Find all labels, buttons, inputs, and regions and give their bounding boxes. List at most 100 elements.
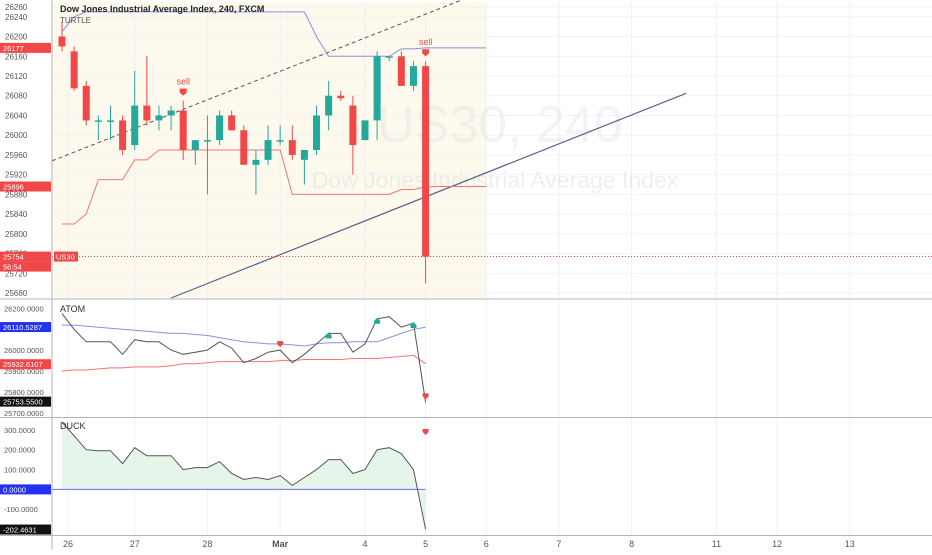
candle-body [240,130,248,165]
candle-body [373,56,381,121]
atom-badge-upper: 26110.5287 [3,323,42,332]
price-tick-label: 26240 [5,13,28,22]
price-tick-label: 25960 [5,151,28,160]
candle-body [385,56,393,58]
duck-badge-last-bg [0,524,51,535]
candle-body [228,115,236,131]
x-tick-label: 7 [556,539,561,549]
candle-body [349,105,357,146]
atom-badge-lower: 25932.6107 [3,360,43,369]
atom-badge-upper-bg [0,322,51,333]
atom-upper-line [62,324,426,347]
candle-body [119,120,127,150]
candle-body [325,95,333,116]
duck-tick-label: 200.0000 [4,446,35,455]
turtle-upper-line [61,11,487,57]
price-badge-lower: 25896 [3,183,24,192]
sell-arrow-icon [179,88,187,96]
candle-body [58,36,66,47]
price-tick-label: 25680 [5,289,28,298]
x-tick-label: 26 [63,539,73,549]
symbol-tag: US30 [56,253,75,262]
atom-up-arrow-icon [325,332,332,339]
candle-body [94,120,102,122]
price-badge-upper: 26177 [3,44,24,53]
price-tick-label: 26000 [5,131,28,140]
candle-body [288,140,296,155]
candle-body [264,140,272,160]
chart-title: Dow Jones Industrial Average Index, 240,… [60,4,264,14]
price-tick-label: 26160 [5,52,28,61]
atom-price-line [61,313,427,403]
candle-body [409,66,417,86]
atom-badge-lower-bg [0,359,51,370]
price-tick-label: 25880 [5,190,28,199]
duck-label: DUCK [60,421,86,431]
candle-body [422,66,430,257]
atom-tick-label: 26000.0000 [4,346,44,355]
duck-fill-area [62,422,426,530]
price-badge-upper-bg [0,42,51,53]
atom-tick-label: 26200.0000 [4,304,44,313]
candle-body [82,85,90,121]
duck-line [61,421,427,530]
price-tick-label: 25800 [5,230,28,239]
candle-body [70,51,78,89]
candle-body [203,140,211,142]
candle-body [313,115,321,150]
duck-tick-label: 100.0000 [4,466,35,475]
price-badge-current-bg [0,251,51,262]
watermark-symbol: US30, 240 [377,96,623,154]
duck-down-arrow-icon [422,429,429,435]
atom-lower-line [61,354,426,372]
atom-up-arrow-icon [374,317,381,324]
duck-badge-last: -202.4631 [3,526,37,535]
candle-body [216,115,224,141]
atom-badge-current-bg [0,396,51,407]
x-tick-label: 12 [772,539,782,549]
price-tick-label: 26200 [5,33,28,42]
price-badge-lower-bg [0,181,51,192]
price-tick-label: 26080 [5,92,28,101]
candle-body [131,105,139,146]
price-tick-label: 26040 [5,111,28,120]
candle-body [167,110,175,116]
sell-arrow-icon [422,49,430,57]
candle-body [397,56,405,86]
candle-body [106,120,114,122]
candle-body [300,150,308,160]
x-tick-label: 6 [484,539,489,549]
atom-badge-current: 25753.5500 [3,398,43,407]
duck-badge-zero: 0.0000 [3,485,26,494]
price-tick-label: 25840 [5,210,28,219]
candle-body [361,120,369,141]
x-tick-label: Mar [272,539,289,549]
x-tick-label: 4 [362,539,367,549]
candle-body [191,140,199,150]
turtle-label: TURTLE [60,16,91,25]
candle-body [276,140,284,142]
price-badge-current: 25754 [3,253,24,262]
price-tick-label: 26260 [5,3,28,12]
x-tick-label: 8 [629,539,634,549]
watermark-name: Dow Jones Industrial Average Index [312,167,679,193]
x-tick-label: 27 [130,539,140,549]
x-tick-label: 13 [845,539,855,549]
atom-tick-label: 25700.0000 [4,409,44,418]
x-tick-label: 28 [202,539,212,549]
sell-signal-label: sell [419,37,433,47]
atom-up-arrow-icon [410,321,417,328]
countdown-badge: 56:54 [3,263,22,272]
atom-down-arrow-icon [422,393,429,400]
countdown-badge-bg [0,261,51,272]
candle-body [337,95,345,99]
turtle-lower-line [62,149,487,225]
x-tick-label: 11 [712,539,721,549]
candle-body [179,110,187,150]
candle-body [143,105,151,121]
atom-tick-label: 25800.0000 [4,388,44,397]
trend-line-dashed [51,0,463,162]
duck-tick-label: -100.0000 [4,505,38,514]
